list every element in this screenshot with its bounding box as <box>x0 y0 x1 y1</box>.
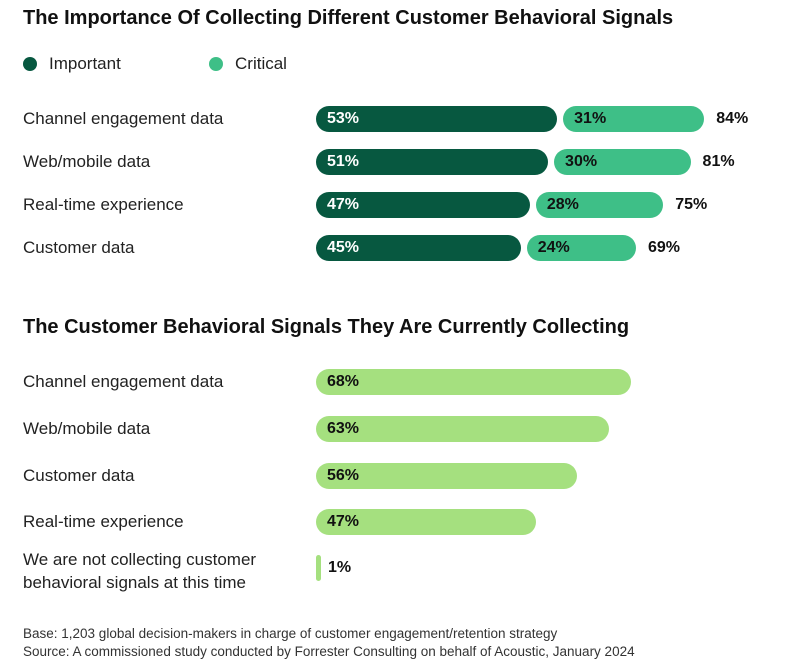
category-label: Real-time experience <box>23 195 184 214</box>
category-label: Customer data <box>23 464 135 487</box>
total-label: 69% <box>647 239 680 256</box>
bar-collecting: 56% <box>316 463 577 489</box>
value-label: 1% <box>328 559 352 576</box>
category-label: Real-time experience <box>23 510 184 533</box>
category-label-line: Web/mobile data <box>23 419 151 438</box>
legend-swatch-important <box>23 57 37 71</box>
bar-important: 47% <box>316 192 530 218</box>
bar-critical: 31% <box>563 106 705 132</box>
category-label-line: behavioral signals at this time <box>23 573 247 592</box>
legend-item-critical: Critical <box>209 54 287 74</box>
bar-important: 53% <box>316 106 558 132</box>
category-label: We are not collecting customer behavioral… <box>23 548 256 594</box>
bar-critical: 24% <box>526 235 636 261</box>
category-label: Customer data <box>23 238 135 257</box>
total-label: 84% <box>716 110 749 127</box>
category-label: Channel engagement data <box>23 370 223 393</box>
category-label-line: We are not collecting customer <box>23 550 257 569</box>
chart-1-title: The Importance Of Collecting Different C… <box>23 7 674 29</box>
bar-collecting: 63% <box>316 416 609 442</box>
legend-label-important: Important <box>49 54 121 73</box>
bar-important: 51% <box>316 149 549 175</box>
bar-collecting: 68% <box>316 369 632 395</box>
source-footnote: Source: A commissioned study conducted b… <box>23 644 635 659</box>
bar-critical: 30% <box>554 149 691 175</box>
total-label: 81% <box>702 153 735 170</box>
chart-2-title: The Customer Behavioral Signals They Are… <box>23 316 630 338</box>
total-label: 75% <box>675 196 708 213</box>
bar-collecting <box>316 555 321 581</box>
category-label-line: Real-time experience <box>23 512 184 531</box>
category-label: Web/mobile data <box>23 152 151 171</box>
legend-swatch-critical <box>209 57 223 71</box>
bar-critical: 28% <box>535 192 664 218</box>
legend-item-important: Important <box>23 54 121 74</box>
legend-label-critical: Critical <box>235 54 287 73</box>
category-label-line: Customer data <box>23 466 135 485</box>
base-footnote: Base: 1,203 global decision-makers in ch… <box>23 626 558 641</box>
category-label: Web/mobile data <box>23 417 150 440</box>
bar-important: 45% <box>316 235 521 261</box>
category-label-line: Channel engagement data <box>23 372 224 391</box>
category-label: Channel engagement data <box>23 109 224 128</box>
bar-collecting: 47% <box>316 509 536 535</box>
